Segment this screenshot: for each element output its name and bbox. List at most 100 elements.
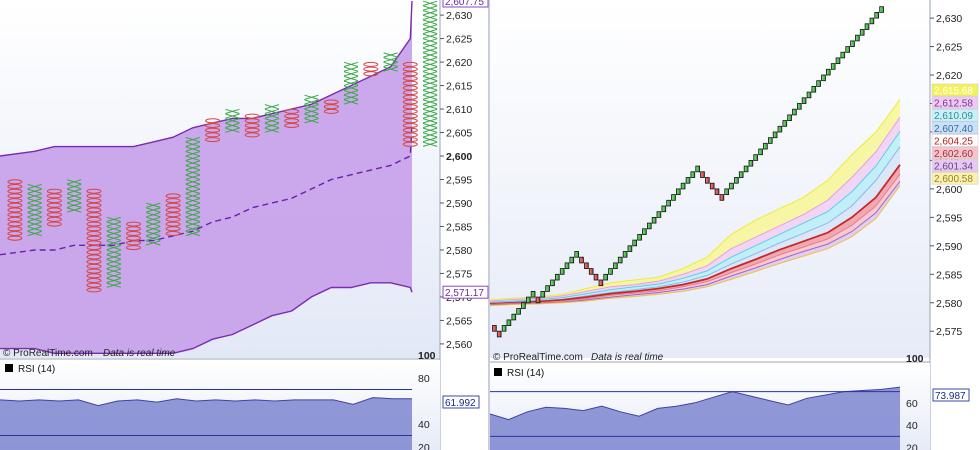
renko-brick-down (705, 177, 710, 184)
renko-brick-up (526, 296, 531, 304)
pf-o-mark (126, 245, 141, 251)
pf-o-mark (402, 141, 418, 147)
pf-x-mark (422, 113, 438, 119)
pf-o-mark (86, 240, 102, 246)
pf-x-mark (422, 19, 438, 25)
pf-o-mark (165, 193, 181, 199)
left-rsi-label: RSI (14) (18, 364, 55, 375)
pf-o-mark (7, 221, 23, 227)
renko-brick-up (656, 211, 662, 218)
right-rsi-badge-group: 73.987 (932, 388, 970, 402)
pf-o-mark (86, 231, 102, 236)
pf-x-mark (106, 226, 121, 232)
right-rsi-tick-label: 40 (906, 420, 918, 432)
pf-o-mark (284, 113, 300, 119)
renko-brick-up (632, 239, 637, 247)
pf-o-mark (244, 113, 260, 119)
left-price-tick-label: 2,590 (446, 198, 472, 210)
right-price-tick-label: 2,585 (936, 269, 962, 281)
pf-x-mark (422, 71, 438, 77)
renko-brick-up (763, 142, 768, 150)
right-credit-text: © ProRealTime.com (493, 352, 583, 363)
pf-x-mark (146, 226, 161, 232)
pf-o-mark (7, 231, 23, 236)
pf-o-mark (7, 179, 23, 185)
pf-o-mark (165, 202, 181, 208)
pf-x-mark (422, 61, 438, 67)
pf-o-mark (244, 118, 260, 124)
pf-column-x (264, 104, 280, 133)
pf-o-mark (205, 127, 221, 133)
left-rsi-badge-bg (442, 395, 480, 409)
pf-o-mark (323, 99, 339, 105)
pf-x-mark (422, 141, 438, 147)
renko-brick-up (797, 103, 802, 110)
pf-x-mark (146, 221, 161, 227)
pf-o-mark (7, 226, 23, 232)
ma-badge-label: 2,600.58 (934, 174, 973, 185)
left-lower-band-badge-bg (442, 285, 489, 299)
pf-o-mark (363, 66, 379, 72)
pf-o-mark (402, 90, 418, 96)
left-rsi-tick-label: 20 (418, 442, 430, 450)
pf-x-mark (422, 127, 438, 133)
pf-o-mark (402, 76, 418, 81)
renko-brick-up (506, 319, 512, 326)
renko-brick-up (617, 256, 623, 264)
pf-x-mark (343, 66, 359, 72)
pf-o-mark (86, 282, 102, 288)
pf-o-mark (86, 193, 102, 199)
pf-column-o (7, 179, 23, 241)
ma-badge-bg (931, 108, 979, 122)
pf-o-mark (402, 99, 418, 105)
pf-column-o (126, 221, 141, 251)
left-rsi-area (0, 397, 412, 450)
pf-o-mark (244, 123, 260, 128)
pf-x-mark (422, 85, 438, 91)
pf-o-mark (46, 202, 62, 208)
pf-x-mark (383, 61, 398, 67)
ma-ribbon-fill (490, 131, 900, 303)
right-price-tick-label: 2,580 (936, 298, 962, 310)
renko-brick-up (850, 40, 855, 48)
ma-badge-bg (931, 121, 979, 135)
left-rsi-tick-label: 40 (418, 419, 430, 431)
renko-brick-up (729, 182, 734, 190)
pf-x-mark (185, 137, 200, 143)
right-rsi-pane: 100 60 40 20 (489, 353, 924, 450)
pf-x-mark (422, 0, 438, 6)
pf-x-mark (67, 207, 82, 213)
pf-x-mark (185, 216, 200, 222)
ma-badge-bg (931, 134, 979, 147)
ma-ribbon-fill (490, 99, 900, 302)
pf-o-mark (86, 221, 102, 227)
left-rsi-badge: 61.992 (445, 398, 476, 409)
pf-o-mark (126, 240, 141, 246)
renko-brick-up (835, 57, 841, 65)
renko-brick-up (680, 182, 686, 190)
pf-o-mark (205, 123, 221, 128)
pf-x-mark (185, 174, 200, 180)
pf-x-mark (146, 230, 161, 237)
left-panel: 2,630 2,625 2,620 2,615 2,610 2,605 2,600 2,595… (0, 0, 488, 450)
pf-x-mark (422, 47, 438, 53)
left-price-tick-label: 2,630 (446, 10, 472, 22)
right-rsi-tick-label: 60 (906, 398, 918, 410)
pf-x-mark (264, 113, 280, 119)
right-rsi-legend-swatch (494, 368, 502, 376)
renko-brick-up (743, 165, 749, 173)
ma-badge-label: 2,612.58 (934, 99, 973, 110)
ma-line (489, 173, 901, 305)
pf-x-mark (106, 259, 121, 265)
pf-x-mark (225, 118, 240, 124)
pf-x-mark (185, 226, 200, 232)
renko-brick-down (593, 273, 599, 281)
pf-o-mark (165, 212, 181, 218)
pf-o-mark (46, 212, 62, 218)
pf-o-mark (165, 216, 181, 222)
pf-column-o (86, 188, 102, 293)
renko-brick-down (709, 182, 715, 190)
right-price-tick-label: 2,575 (936, 326, 962, 338)
panel-splitter[interactable] (488, 0, 490, 450)
